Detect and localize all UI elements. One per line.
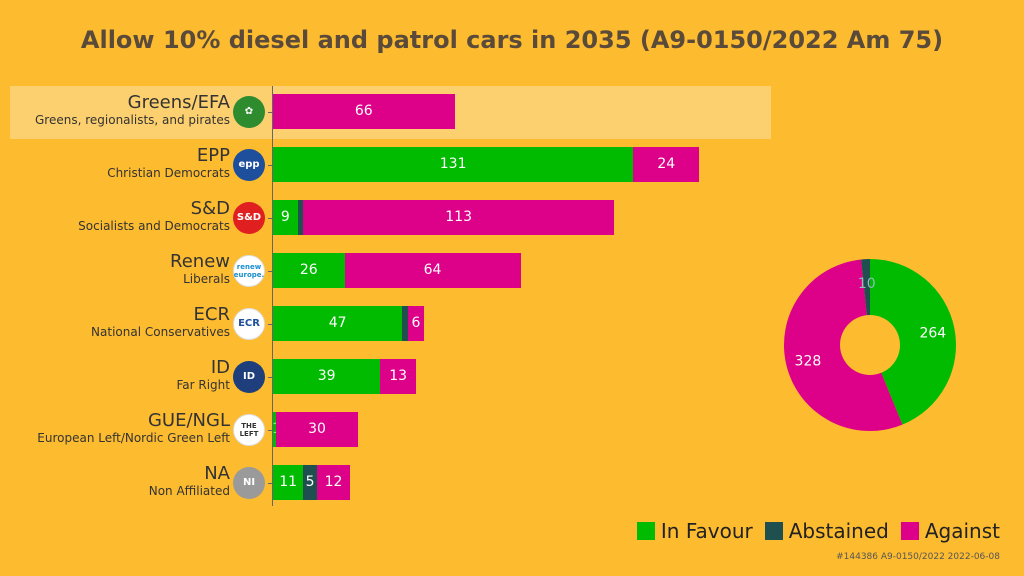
ecr-logo-icon: ECR xyxy=(233,307,265,340)
bar-value-label: 47 xyxy=(328,315,347,331)
donut-slice-favour xyxy=(870,259,956,425)
axis-tick xyxy=(268,482,273,484)
bar-value-label: 9 xyxy=(280,209,290,225)
bar-segment-favour xyxy=(273,200,298,235)
bar-segment-against xyxy=(344,253,521,288)
donut-value-label: 328 xyxy=(795,354,822,370)
group-name: GUE/NGL xyxy=(147,409,230,431)
group-label: S&D Socialists and Democrats xyxy=(78,197,230,233)
legend-swatch-against xyxy=(900,522,919,540)
axis-tick xyxy=(268,323,273,325)
donut-slice-against xyxy=(783,259,903,431)
group-name: ECR xyxy=(193,303,230,325)
epp-logo-icon: epp xyxy=(233,148,265,181)
renew-europe-logo-icon: renew europe. xyxy=(233,254,265,287)
donut-chart: 264 328 10 xyxy=(783,259,956,431)
bar-value-label: 6 xyxy=(411,315,421,331)
axis-tick xyxy=(268,164,273,166)
bar-segment-favour xyxy=(273,465,304,500)
group-name: ID xyxy=(210,356,230,378)
bar-segment-favour xyxy=(273,253,345,288)
chart-title: Allow 10% diesel and patrol cars in 2035… xyxy=(80,26,944,54)
axis-tick xyxy=(268,376,273,378)
bar-segment-against xyxy=(275,412,359,447)
group-name: Renew xyxy=(170,250,230,272)
group-label: ECR National Conservatives xyxy=(91,303,230,339)
bar-value-label: 11 xyxy=(279,474,298,490)
ni-logo-icon: NI xyxy=(233,466,265,499)
group-label: Greens/EFA Greens, regionalists, and pira… xyxy=(35,91,230,127)
bar-value-label: 26 xyxy=(299,262,318,278)
bar-value-label: 24 xyxy=(657,156,676,172)
bar-segment-abstained xyxy=(297,200,304,235)
bar-value-label: 66 xyxy=(354,103,373,119)
axis-tick xyxy=(268,217,273,219)
legend-swatch-favour xyxy=(636,522,655,540)
group-description: Far Right xyxy=(176,377,230,392)
bar-segment-against xyxy=(407,306,425,341)
group-description: Liberals xyxy=(183,271,230,286)
group-label: GUE/NGL European Left/Nordic Green Left xyxy=(37,409,230,445)
bar-segment-favour xyxy=(273,359,381,394)
bar-value-label: 39 xyxy=(317,368,336,384)
legend-label-against: Against xyxy=(924,519,1000,543)
legend-label-favour: In Favour xyxy=(660,519,753,543)
footnote: #144386 A9-0150/2022 2022-06-08 xyxy=(836,552,1000,562)
axis-tick xyxy=(268,270,273,272)
donut-value-label: 264 xyxy=(919,326,946,342)
legend-item-abstained: Abstained xyxy=(764,519,889,543)
group-description: Christian Democrats xyxy=(107,165,230,180)
legend-swatch-abstained xyxy=(764,522,783,540)
bar-segment-favour xyxy=(273,306,403,341)
donut-slice-abstained xyxy=(861,259,870,316)
bar-segment-against xyxy=(380,359,416,394)
sd-logo-icon: S&D xyxy=(233,201,265,234)
group-name: Greens/EFA xyxy=(127,91,230,113)
bar-segment-against xyxy=(303,200,614,235)
the-left-logo-icon: THE LEFT xyxy=(233,413,265,446)
legend-item-against: Against xyxy=(900,519,1000,543)
axis-tick xyxy=(268,111,273,113)
group-label: ID Far Right xyxy=(176,356,230,392)
bar-segment-favour xyxy=(273,412,276,447)
y-axis-line xyxy=(272,86,273,506)
bar-segment-against xyxy=(273,94,455,129)
legend-label-abstained: Abstained xyxy=(788,519,889,543)
id-logo-icon: ID xyxy=(233,360,265,393)
group-label: EPP Christian Democrats xyxy=(107,144,230,180)
group-name: EPP xyxy=(196,144,230,166)
group-description: Non Affiliated xyxy=(148,483,230,498)
bar-segment-abstained xyxy=(303,465,317,500)
legend: In Favour Abstained Against xyxy=(636,519,1000,543)
bar-value-label: 30 xyxy=(308,421,326,437)
bar-segment-against xyxy=(317,465,350,500)
donut-value-label: 10 xyxy=(858,276,876,292)
bar-segment-abstained xyxy=(402,306,408,341)
greens-efa-logo-icon: ✿ xyxy=(233,95,265,128)
group-label: NA Non Affiliated xyxy=(148,462,230,498)
bar-value-label: 113 xyxy=(445,209,472,225)
bar-value-label: 131 xyxy=(439,156,467,172)
bar-value-label: 5 xyxy=(305,474,315,490)
axis-tick xyxy=(268,429,273,431)
group-description: Greens, regionalists, and pirates xyxy=(35,112,230,127)
bar-segment-favour xyxy=(273,147,634,182)
group-description: European Left/Nordic Green Left xyxy=(37,430,230,445)
bar-value-label: 13 xyxy=(389,368,408,384)
bar-segment-against xyxy=(633,147,700,182)
group-name: NA xyxy=(204,462,230,484)
bar-value-label: 12 xyxy=(324,474,343,490)
group-description: National Conservatives xyxy=(91,324,230,339)
legend-item-favour: In Favour xyxy=(636,519,753,543)
bar-value-label: 64 xyxy=(423,262,442,278)
group-description: Socialists and Democrats xyxy=(78,218,230,233)
group-name: S&D xyxy=(190,197,230,219)
group-label: Renew Liberals xyxy=(170,250,230,286)
